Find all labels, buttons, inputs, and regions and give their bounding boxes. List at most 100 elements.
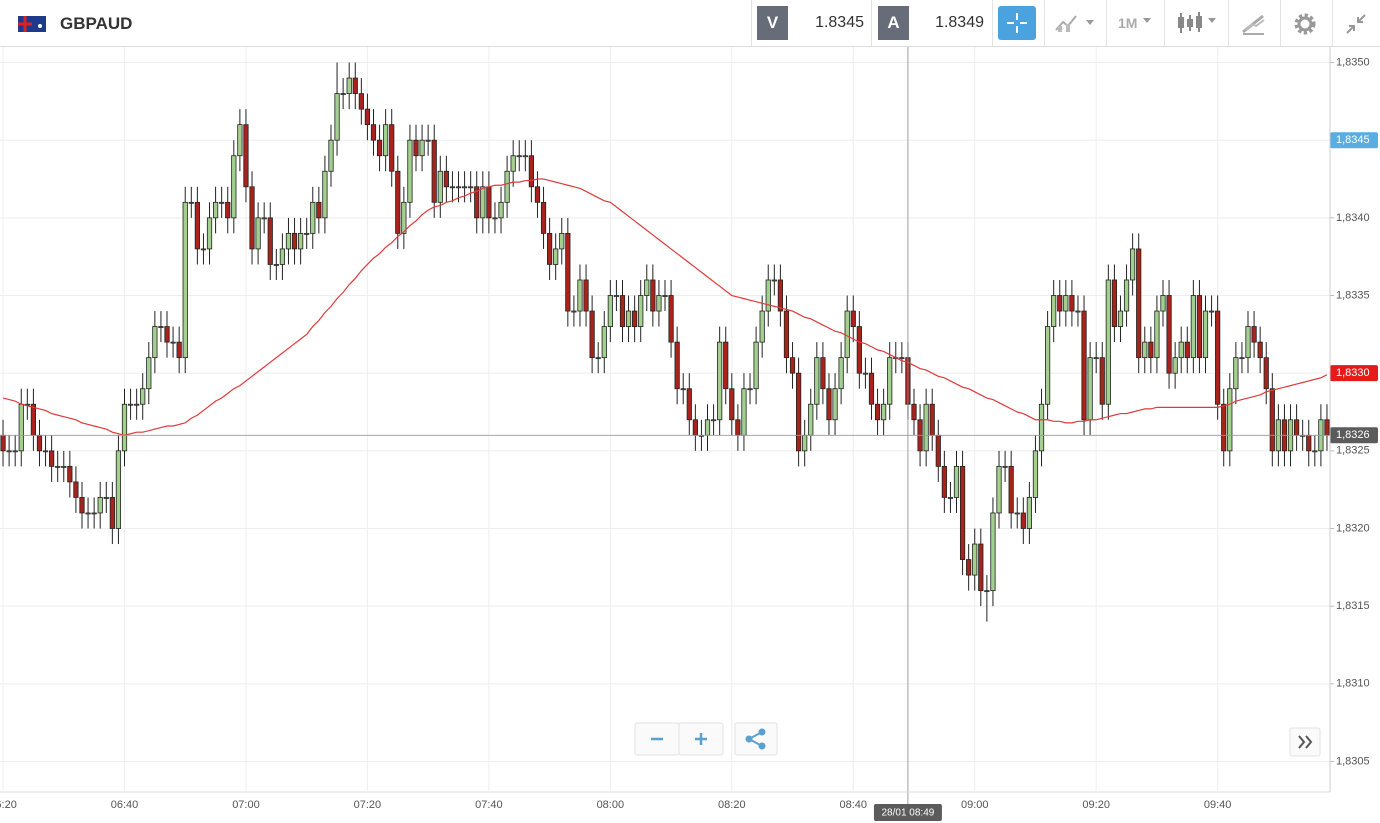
y-tick-label: 1,8320: [1336, 522, 1370, 534]
chart-type-button[interactable]: [1176, 10, 1222, 36]
candle-body: [844, 310, 850, 359]
candle-body: [146, 357, 152, 390]
candle-body: [212, 201, 219, 219]
candle-body: [401, 201, 407, 234]
candle-body: [285, 232, 292, 250]
candle-body: [267, 217, 273, 265]
zoom-controls: [634, 722, 778, 756]
candle-body: [729, 388, 735, 421]
y-tick-label: 1,8350: [1336, 56, 1370, 68]
candle-body: [134, 403, 140, 406]
candle-body: [389, 124, 395, 172]
candle-body: [1208, 310, 1215, 313]
candle-body: [1306, 434, 1312, 452]
moving-average-line: [2, 178, 1328, 436]
candle-body: [334, 93, 340, 141]
crosshair-x-label: 28/01 08:49: [882, 808, 935, 819]
candle-body: [1075, 310, 1081, 313]
candle-body: [474, 186, 480, 219]
candle-body: [662, 295, 668, 297]
scroll-right-button[interactable]: [1289, 727, 1321, 757]
crosshair-button[interactable]: [998, 6, 1036, 40]
candle-body: [1160, 295, 1166, 312]
indicators-button[interactable]: [1054, 12, 1100, 34]
ask-button[interactable]: A: [878, 6, 909, 40]
candle-body: [383, 124, 389, 157]
candle-body: [723, 341, 729, 390]
candle-body: [121, 403, 128, 452]
crosshair-y-box: [1330, 427, 1378, 444]
draw-button[interactable]: [1240, 12, 1268, 36]
candle-body: [200, 248, 207, 251]
candle-body: [322, 170, 328, 219]
crosshair-x-box: [873, 804, 942, 821]
candle-body: [1293, 419, 1300, 436]
candle-body: [413, 139, 419, 157]
collapse-button[interactable]: [1343, 11, 1369, 37]
crosshair-y-label: 1,8326: [1336, 429, 1370, 441]
candle-body: [935, 434, 941, 467]
candle-body: [783, 310, 790, 359]
y-tick-label: 1,8315: [1336, 600, 1370, 612]
candle-body: [589, 310, 595, 359]
candle-body: [868, 372, 875, 405]
candle-body: [425, 139, 431, 142]
bid-button[interactable]: V: [757, 6, 788, 40]
candle-body: [753, 341, 759, 390]
candle-body: [498, 201, 504, 219]
candle-body: [1051, 295, 1057, 327]
share-button[interactable]: [734, 722, 778, 756]
candle-body: [18, 403, 24, 452]
candle-body: [1251, 326, 1257, 343]
x-tick-label: 09:00: [961, 799, 989, 811]
candle-body: [449, 186, 456, 189]
candle-body: [115, 450, 122, 529]
candle-body: [486, 186, 492, 219]
candle-body: [73, 481, 79, 498]
candle-body: [395, 170, 401, 234]
candle-body: [1111, 279, 1118, 327]
candle-body: [874, 403, 881, 421]
candle-body: [741, 388, 747, 436]
candle-body: [340, 93, 346, 95]
candle-body: [771, 279, 777, 282]
candle-body: [959, 465, 966, 560]
candle-body: [534, 186, 541, 203]
candle-body: [850, 310, 856, 327]
candle-body: [832, 388, 838, 421]
candle-body: [1105, 279, 1111, 405]
candle-body: [990, 512, 996, 592]
y-tick-label: 1,8340: [1336, 212, 1370, 224]
candle-body: [1020, 512, 1026, 529]
candle-body: [1002, 465, 1008, 468]
candle-body: [856, 326, 862, 374]
candle-body: [431, 139, 437, 203]
x-tick-label: 08:20: [718, 799, 746, 811]
candle-body: [1312, 450, 1318, 453]
y-tick-label: 1,8335: [1336, 289, 1370, 301]
candle-body: [103, 497, 109, 499]
candle-body: [601, 326, 607, 359]
candle-body: [97, 497, 103, 514]
price-marker: [1330, 365, 1378, 382]
candle-body: [79, 497, 85, 514]
x-tick-label: 09:40: [1204, 799, 1232, 811]
candle-body: [710, 419, 717, 422]
candle-body: [36, 434, 43, 452]
candle-body: [686, 388, 692, 421]
timeframe[interactable]: 1M: [1118, 15, 1138, 31]
candle-body: [826, 388, 832, 421]
candle-body: [747, 388, 753, 391]
candle-body: [164, 326, 170, 343]
settings-button[interactable]: [1292, 11, 1318, 37]
candle-body: [12, 450, 18, 453]
candle-body: [1148, 341, 1154, 359]
candle-body: [492, 217, 498, 220]
candle-body: [1014, 512, 1020, 515]
toolbar: GBPAUD V 1.8345 A 1.8349 1M: [0, 0, 1380, 47]
candle-body: [206, 217, 213, 250]
candle-body: [777, 279, 783, 312]
candle-body: [1069, 295, 1075, 312]
candle-body: [972, 543, 978, 576]
